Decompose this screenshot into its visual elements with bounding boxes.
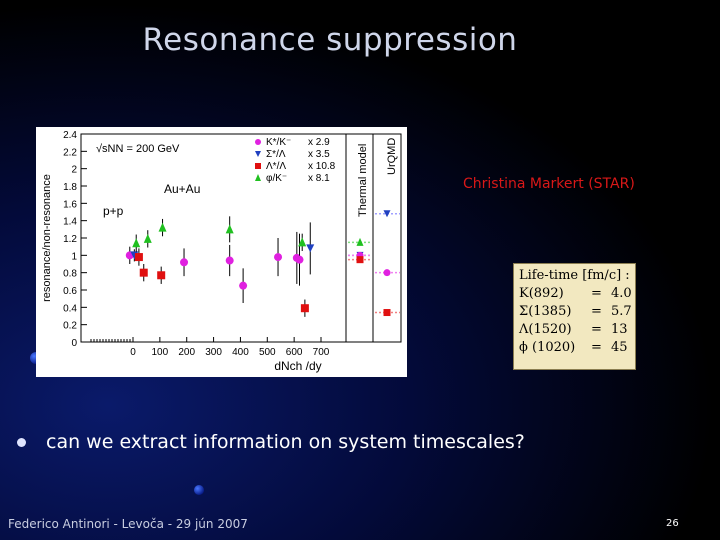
legend-scale: x 3.5 (308, 149, 330, 160)
x-tick-label: 600 (286, 347, 303, 358)
y-tick-label: 1.6 (63, 199, 77, 210)
lifetime-particle: Σ(1385) (519, 304, 572, 319)
bullet-text: can we extract information on system tim… (46, 431, 525, 453)
credit-label: Christina Markert (STAR) (463, 176, 635, 192)
x-tick-label: 500 (259, 347, 276, 358)
legend-scale: x 8.1 (308, 173, 330, 184)
lifetime-eq: = (591, 322, 602, 337)
bullet-item: can we extract information on system tim… (17, 431, 525, 453)
data-point (225, 256, 234, 265)
y-tick-label: 0.8 (63, 269, 77, 280)
lifetime-box: Life-time [fm/c] : K(892) = 4.0 Σ(1385) … (513, 263, 636, 370)
y-tick-label: 2.4 (63, 130, 77, 141)
lifetime-value: 4.0 (611, 286, 632, 301)
slide-title: Resonance suppression (142, 22, 518, 58)
data-point (134, 253, 143, 262)
x-tick-label: 400 (232, 347, 249, 358)
x-tick-label: 700 (313, 347, 330, 358)
data-point (225, 224, 234, 234)
y-tick-label: 1.2 (63, 234, 77, 245)
chart: 0 0.2 0.4 0.6 0.8 1 1.2 1.4 1.6 1.8 2 2.2 2.4 0 100 200… (41, 130, 402, 373)
data-point (300, 304, 309, 313)
y-tick-label: 0.2 (63, 321, 77, 332)
lifetime-row: ϕ (1020) = 45 (519, 339, 635, 357)
data-point (239, 281, 248, 290)
lifetime-particle: K(892) (519, 286, 564, 301)
y-tick-label: 0.4 (63, 303, 77, 314)
legend-marker (255, 139, 261, 145)
y-tick-label: 0 (71, 338, 77, 349)
y-tick-label: 1.4 (63, 217, 77, 228)
data-point (157, 271, 166, 280)
decorative-dot (194, 485, 204, 495)
model-marker (383, 269, 391, 277)
y-tick-label: 1.8 (63, 182, 77, 193)
y-tick-label: 2 (71, 165, 77, 176)
legend-scale: x 10.8 (308, 161, 336, 172)
legend-marker (255, 174, 261, 181)
x-tick-label: 100 (152, 347, 169, 358)
data-point (306, 244, 315, 253)
data-point (143, 233, 152, 243)
annotation-auau: Au+Au (164, 182, 200, 196)
lifetime-row: Σ(1385) = 5.7 (519, 303, 635, 321)
data-point (180, 258, 189, 267)
chart-panel: 0 0.2 0.4 0.6 0.8 1 1.2 1.4 1.6 1.8 2 2.2 2.4 0 100 200… (36, 127, 407, 377)
legend-label: Λ*/Λ (266, 161, 286, 172)
annotation-urqmd: UrQMD (386, 138, 398, 175)
legend-label: φ/K⁻ (266, 173, 287, 184)
lifetime-row: Λ(1520) = 13 (519, 321, 635, 339)
page-number: 26 (666, 518, 679, 529)
x-tick-label: 300 (205, 347, 222, 358)
data-point (139, 268, 148, 277)
lifetime-particle: ϕ (1020) (519, 340, 576, 355)
data-point (274, 253, 283, 262)
lifetime-value: 5.7 (611, 304, 632, 319)
lifetime-value: 45 (611, 340, 628, 355)
lifetime-row: K(892) = 4.0 (519, 285, 635, 303)
x-tick-label: 0 (130, 347, 136, 358)
footer-text: Federico Antinori - Levoča - 29 jún 2007 (8, 517, 248, 531)
legend-marker (255, 163, 261, 169)
lifetime-value: 13 (611, 322, 628, 337)
legend-marker (255, 151, 261, 157)
bullet-icon (17, 437, 26, 447)
lifetime-eq: = (591, 286, 602, 301)
legend-scale: x 2.9 (308, 137, 330, 148)
model-marker (383, 309, 391, 317)
model-marker (356, 256, 364, 264)
lifetime-header: Life-time [fm/c] : (519, 268, 630, 283)
data-point (295, 255, 304, 264)
y-tick-label: 1 (71, 251, 77, 262)
model-marker (383, 210, 391, 218)
legend-label: Σ*/Λ (266, 149, 286, 160)
y-tick-label: 2.2 (63, 147, 77, 158)
annotation-pp: p+p (103, 204, 124, 218)
y-axis-label: resonance/non-resonance (41, 174, 53, 302)
x-tick-label: 200 (178, 347, 195, 358)
data-point (158, 222, 167, 232)
energy-label: √sNN = 200 GeV (96, 143, 180, 155)
data-point (132, 238, 141, 248)
legend-label: K*/K⁻ (266, 137, 291, 148)
lifetime-particle: Λ(1520) (519, 322, 572, 337)
lifetime-eq: = (591, 304, 602, 319)
lifetime-eq: = (591, 340, 602, 355)
model-marker (356, 237, 364, 246)
data-point (298, 237, 307, 247)
annotation-thermal: Thermal model (357, 144, 369, 217)
x-axis-label: dNch /dy (274, 359, 321, 373)
y-tick-label: 0.6 (63, 286, 77, 297)
